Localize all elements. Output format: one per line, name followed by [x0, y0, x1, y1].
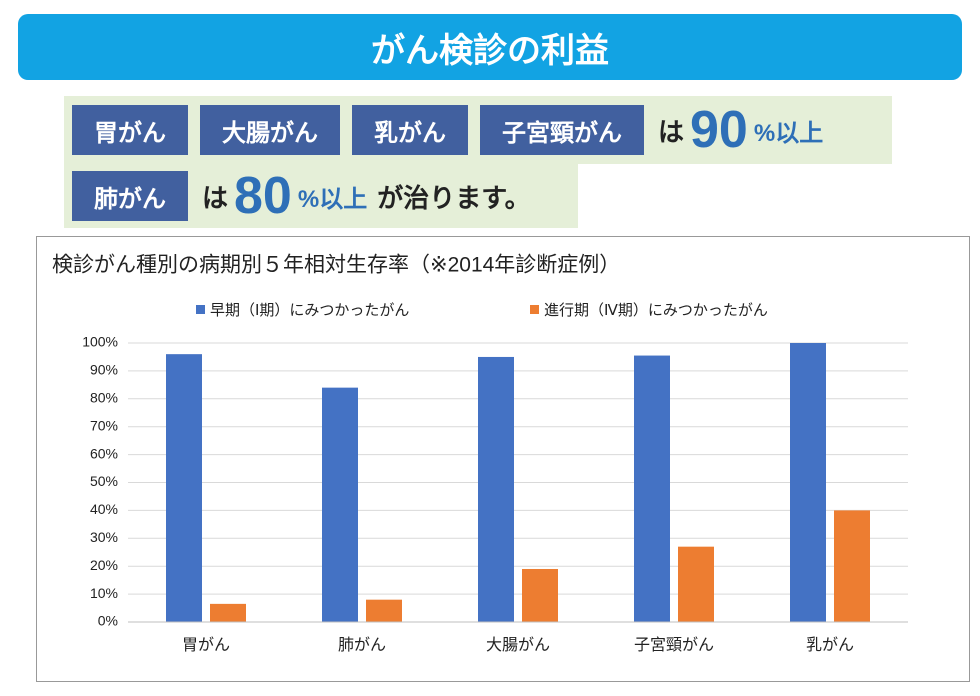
y-tick-label: 100%: [82, 334, 118, 350]
x-tick-label: 乳がん: [806, 636, 854, 654]
cancer-tag: 子宮頸がん: [480, 105, 644, 155]
legend-label: 早期（Ⅰ期）にみつかったがん: [210, 302, 409, 319]
y-tick-label: 20%: [90, 557, 118, 573]
chart-title: 検診がん種別の病期別５年相対生存率（※2014年診断症例）: [52, 254, 620, 277]
page-title: がん検診の利益: [18, 14, 962, 80]
particle: は: [202, 182, 229, 213]
bar: [366, 599, 402, 622]
legend-swatch: [530, 305, 539, 314]
cancer-tag: 大腸がん: [200, 105, 340, 155]
y-tick-label: 90%: [90, 362, 118, 378]
bar: [166, 354, 202, 622]
y-tick-label: 50%: [90, 473, 118, 489]
bar: [634, 355, 670, 622]
x-tick-label: 肺がん: [338, 636, 386, 654]
particle: は: [658, 116, 685, 147]
cancer-tag: 肺がん: [72, 171, 188, 221]
y-tick-label: 30%: [90, 529, 118, 545]
y-tick-label: 60%: [90, 445, 118, 461]
x-tick-label: 大腸がん: [486, 636, 550, 654]
cancer-tag: 乳がん: [352, 105, 468, 155]
cure-unit: %以上: [297, 185, 368, 213]
legend-label: 進行期（Ⅳ期）にみつかったがん: [544, 302, 768, 319]
cure-rate: 80: [234, 167, 292, 225]
bar: [834, 510, 870, 622]
bar: [322, 387, 358, 622]
cancer-tag: 胃がん: [72, 105, 188, 155]
x-tick-label: 胃がん: [182, 636, 230, 654]
y-tick-label: 10%: [90, 585, 118, 601]
highlight-row: 肺がんは 80 %以上 が治ります。: [64, 164, 578, 228]
x-tick-label: 子宮頸がん: [634, 636, 714, 654]
bar: [210, 603, 246, 622]
y-tick-label: 40%: [90, 501, 118, 517]
chart: 検診がん種別の病期別５年相対生存率（※2014年診断症例） 0% 10% 20% 30…: [36, 236, 970, 682]
bar: [678, 546, 714, 622]
bar: [522, 568, 558, 622]
highlight-row: 胃がん 大腸がん 乳がん 子宮頸がんは 90 %以上: [64, 96, 892, 164]
legend-swatch: [196, 305, 205, 314]
suffix: が治ります。: [377, 182, 531, 213]
y-tick-label: 0%: [98, 613, 118, 629]
cure-rate: 90: [690, 101, 748, 159]
y-tick-label: 80%: [90, 390, 118, 406]
cure-unit: %以上: [753, 119, 824, 147]
y-tick-label: 70%: [90, 417, 118, 433]
bar: [478, 356, 514, 622]
bar: [790, 343, 826, 622]
